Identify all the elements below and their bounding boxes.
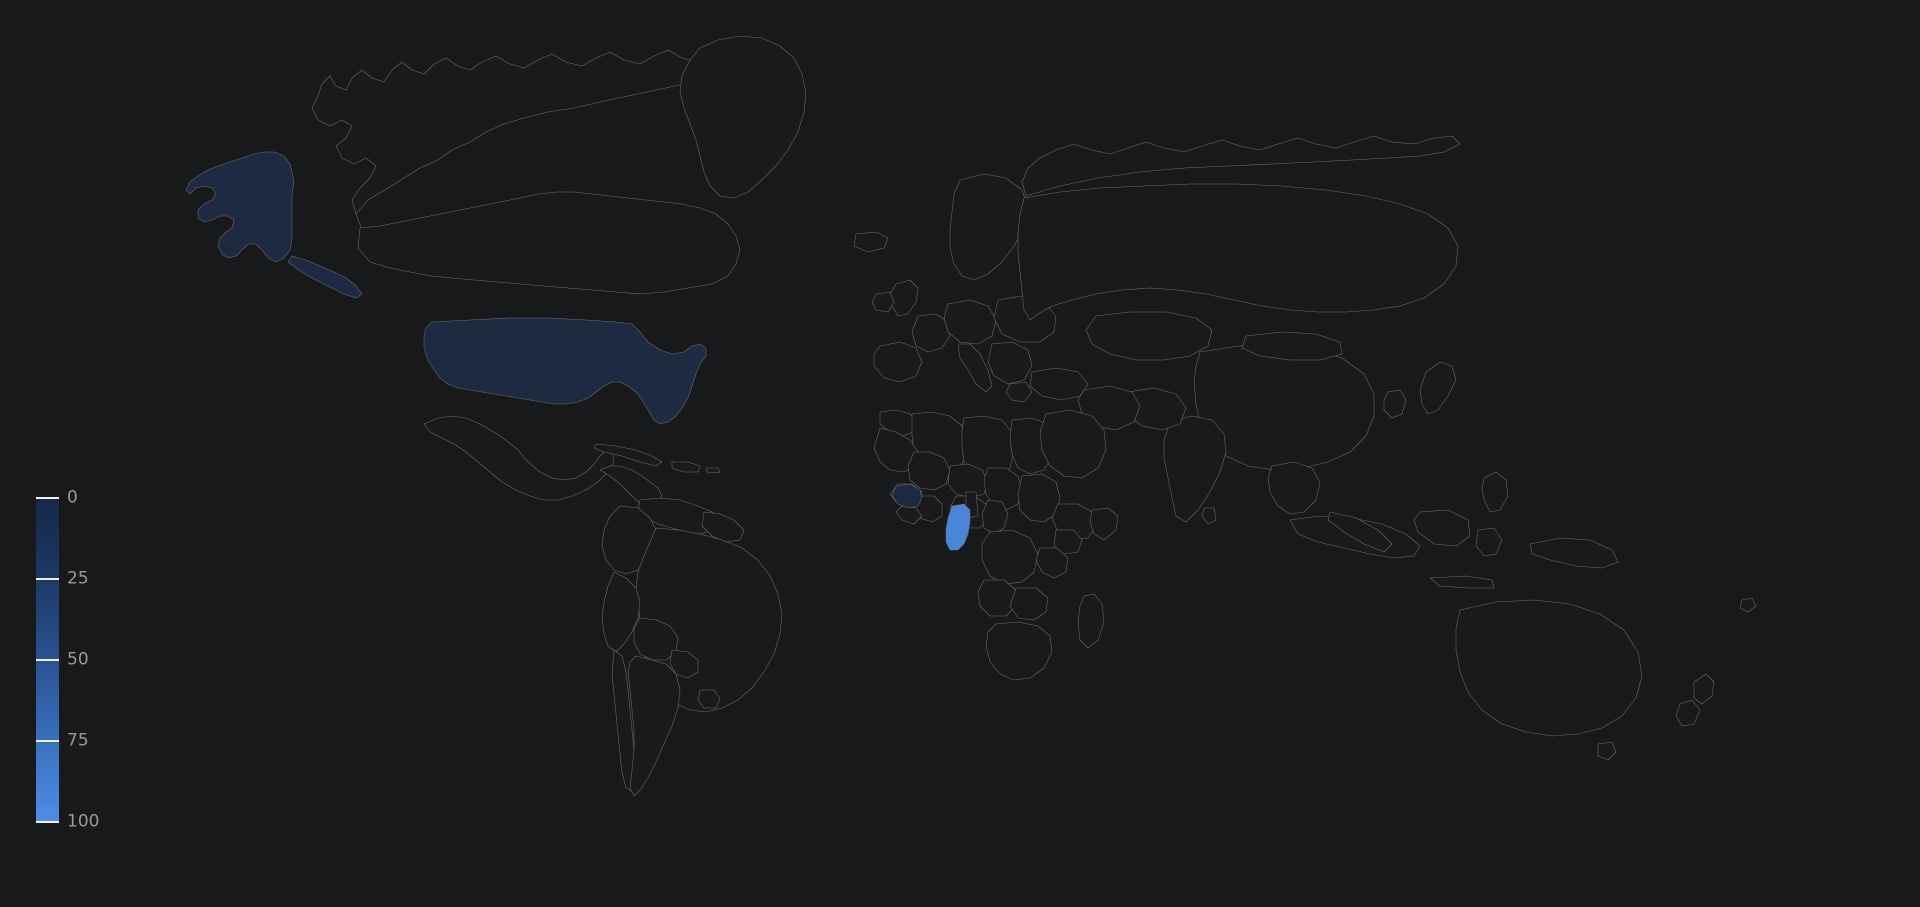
country-canada[interactable] [312, 50, 748, 230]
island-borneo[interactable] [1414, 510, 1470, 546]
colorbar-tick-100 [36, 821, 59, 823]
country-uk[interactable] [890, 280, 918, 316]
island-tasmania[interactable] [1598, 742, 1616, 760]
country-peru[interactable] [602, 572, 640, 652]
country-south-africa[interactable] [986, 622, 1052, 680]
country-balkans[interactable] [988, 342, 1032, 384]
choropleth-region-alaska-panhandle[interactable] [287, 255, 363, 299]
colorbar-label-25: 25 [67, 568, 89, 589]
region-oceania [1456, 598, 1756, 760]
choropleth-region-alaska[interactable] [185, 151, 295, 263]
choropleth-data-regions [185, 151, 971, 551]
country-mexico[interactable] [424, 416, 614, 500]
country-bolivia[interactable] [634, 618, 678, 660]
island-puerto-rico[interactable] [706, 468, 720, 473]
country-turkey[interactable] [1030, 368, 1088, 400]
country-somalia[interactable] [1090, 508, 1118, 540]
country-kazakhstan[interactable] [1086, 312, 1212, 360]
country-greece[interactable] [1006, 382, 1032, 402]
country-indochina[interactable] [1268, 462, 1320, 514]
country-mali[interactable] [908, 452, 950, 490]
country-ireland[interactable] [872, 292, 894, 312]
colorbar-tick-0 [36, 497, 59, 499]
country-australia[interactable] [1456, 600, 1642, 736]
country-new-zealand[interactable] [1694, 674, 1714, 704]
country-drc[interactable] [982, 530, 1038, 584]
country-russia[interactable] [1022, 136, 1460, 196]
country-arabia[interactable] [1040, 410, 1106, 478]
colorbar-label-0: 0 [67, 487, 78, 508]
colorbar-tick-75 [36, 740, 59, 742]
island-sumatra[interactable] [1328, 512, 1392, 552]
country-madagascar[interactable] [1078, 594, 1104, 648]
colorbar-label-100: 100 [67, 811, 100, 832]
island-fiji[interactable] [1740, 598, 1756, 612]
country-japan[interactable] [1420, 362, 1456, 414]
country-spain-portugal[interactable] [874, 342, 922, 382]
country-liberia[interactable] [896, 506, 922, 524]
choropleth-region-united-states-of-america[interactable] [423, 317, 707, 425]
country-philippines[interactable] [1482, 472, 1508, 512]
country-chad[interactable] [984, 468, 1022, 510]
choropleth-region-senegal[interactable] [891, 483, 923, 509]
country-paraguay[interactable] [670, 650, 698, 678]
country-argentina[interactable] [628, 656, 680, 796]
country-india[interactable] [1164, 416, 1226, 522]
region-south-america [602, 498, 782, 796]
colorbar-label-75: 75 [67, 730, 89, 751]
country-guyanas[interactable] [702, 512, 744, 542]
country-mongolia[interactable] [1242, 332, 1342, 360]
country-kenya[interactable] [1054, 530, 1082, 554]
country-france[interactable] [912, 314, 950, 352]
country-italy[interactable] [958, 344, 992, 392]
country-russia-body[interactable] [1018, 184, 1458, 320]
island-cuba[interactable] [594, 444, 662, 466]
island-java[interactable] [1430, 576, 1494, 588]
island-sri-lanka[interactable] [1202, 508, 1216, 524]
country-new-zealand-south[interactable] [1676, 700, 1700, 726]
colorbar-label-50: 50 [67, 649, 89, 670]
region-africa [874, 410, 1118, 680]
country-uruguay[interactable] [698, 690, 720, 708]
country-norway-sweden-finland[interactable] [950, 174, 1028, 280]
colorbar-tick-25 [36, 578, 59, 580]
country-iceland[interactable] [854, 232, 888, 252]
country-zambia-zimbabwe[interactable] [1010, 588, 1048, 620]
colorbar[interactable]: 0 25 50 75 100 [36, 489, 276, 830]
island-hispaniola[interactable] [672, 462, 700, 472]
island-new-guinea[interactable] [1530, 538, 1618, 568]
country-sudan[interactable] [1018, 474, 1060, 522]
country-germany-poland[interactable] [944, 300, 996, 344]
colorbar-tick-50 [36, 659, 59, 661]
country-greenland[interactable] [680, 36, 806, 198]
country-niger[interactable] [948, 464, 988, 498]
choropleth-region-ghana[interactable] [945, 503, 971, 551]
region-north-america [312, 36, 806, 508]
island-sulawesi[interactable] [1476, 528, 1502, 556]
region-asia [1018, 136, 1618, 588]
country-angola[interactable] [978, 580, 1016, 616]
country-canada-mainland[interactable] [358, 192, 740, 294]
country-colombia[interactable] [602, 506, 656, 574]
country-korea[interactable] [1384, 390, 1406, 418]
